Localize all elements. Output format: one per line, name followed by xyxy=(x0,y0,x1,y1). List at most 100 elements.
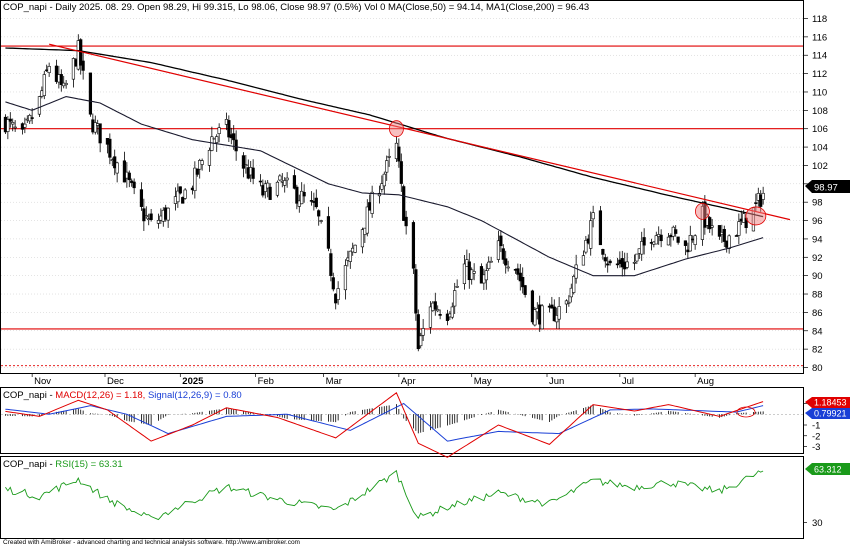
price-y-tick-label: 106 xyxy=(812,124,828,135)
candle-body xyxy=(331,277,335,290)
candle-body xyxy=(156,220,161,224)
candle-body xyxy=(608,260,612,264)
macd-y-tick-label: -3 xyxy=(812,442,820,453)
candle-body xyxy=(127,172,131,181)
price-y-tick-label: 114 xyxy=(812,51,827,62)
price-y-tick-label: 116 xyxy=(812,32,827,43)
candle-body xyxy=(734,235,739,237)
x-tick-label: 2025 xyxy=(182,376,204,387)
candle-body xyxy=(166,207,170,221)
candle-body xyxy=(397,146,401,162)
candle-body xyxy=(598,210,603,246)
candle-body xyxy=(132,181,136,189)
candle-body xyxy=(402,186,406,221)
signal-value-badge: 0.79921 xyxy=(805,408,850,419)
candle-body xyxy=(227,120,231,138)
candle-body xyxy=(523,285,527,295)
candle-body xyxy=(343,265,348,291)
price-y-tick-label: 98 xyxy=(812,198,823,209)
candle-body xyxy=(181,197,185,204)
candle-body xyxy=(428,306,433,328)
candle-body xyxy=(195,168,199,175)
candle-body xyxy=(470,269,474,280)
candle-body xyxy=(329,253,333,276)
candle-body xyxy=(436,309,440,312)
x-tick-label: Jun xyxy=(549,376,564,387)
price-y-tick-label: 108 xyxy=(812,106,828,117)
candle-body xyxy=(317,210,321,217)
macd-y-tick-label: -2 xyxy=(812,431,820,442)
candle-body xyxy=(615,263,620,266)
price-y-tick-label: 88 xyxy=(812,290,823,301)
candle-body xyxy=(574,264,578,279)
candle-body xyxy=(178,186,182,194)
candle-body xyxy=(674,229,678,234)
price-y-tick-label: 104 xyxy=(812,143,828,154)
candle-body xyxy=(295,186,299,204)
rsi-value-badge: 63.312 xyxy=(805,463,850,475)
candle-body xyxy=(59,74,63,85)
candle-body xyxy=(217,127,221,134)
x-tick-label: Apr xyxy=(401,376,416,387)
footer-credit: Created with AmiBroker - advanced charti… xyxy=(3,539,300,546)
candle-body xyxy=(453,290,457,307)
candle-body xyxy=(404,216,408,227)
candle-body xyxy=(382,173,386,187)
candle-body xyxy=(516,268,520,275)
candle-body xyxy=(37,96,42,115)
candle-body xyxy=(108,138,112,158)
candle-body xyxy=(504,258,508,266)
candle-body xyxy=(115,162,119,174)
macd-y-tick-label: -1 xyxy=(812,421,820,432)
candle-body xyxy=(419,335,423,347)
candle-body xyxy=(759,194,763,207)
candle-body xyxy=(215,136,219,143)
candle-body xyxy=(487,261,491,269)
candle-body xyxy=(625,261,629,268)
candle-body xyxy=(285,177,289,181)
price-y-tick-label: 110 xyxy=(812,87,827,98)
highlight-marker xyxy=(695,202,710,220)
candle-body xyxy=(71,58,76,80)
candle-body xyxy=(47,66,51,73)
ma50-line xyxy=(5,96,764,277)
candle-body xyxy=(309,200,314,202)
candle-body xyxy=(530,290,535,323)
price-candles xyxy=(3,34,765,352)
candle-body xyxy=(380,183,384,190)
candle-body xyxy=(13,126,17,129)
candle-body xyxy=(489,260,493,263)
candle-body xyxy=(710,225,714,228)
rsi-panel-frame xyxy=(0,456,804,539)
candle-body xyxy=(88,72,93,115)
candle-body xyxy=(370,191,374,214)
candle-body xyxy=(445,313,450,321)
price-y-tick-label: 112 xyxy=(812,69,827,80)
candle-body xyxy=(416,314,420,350)
candle-body xyxy=(326,216,331,249)
x-tick-label: Aug xyxy=(697,376,714,387)
rsi-line xyxy=(5,469,764,521)
price-y-tick-label: 80 xyxy=(812,363,823,374)
price-y-tick-label: 96 xyxy=(812,216,823,227)
price-y-tick-label: 84 xyxy=(812,326,823,337)
rsi-y-tick-label: 30 xyxy=(812,518,823,529)
macd-value-label: 1.18453 xyxy=(814,398,847,408)
candle-body xyxy=(462,263,467,285)
candle-body xyxy=(139,189,144,207)
macd-panel-title: COP_napi - MACD(12,26) = 1.18, Signal(12… xyxy=(3,390,242,401)
candle-body xyxy=(688,234,692,252)
candle-body xyxy=(642,237,646,246)
x-tick-label: Jul xyxy=(622,376,634,387)
candle-body xyxy=(8,118,12,122)
price-y-axis: 8082848688909294969810010210410610811011… xyxy=(803,14,828,374)
candle-body xyxy=(654,235,658,245)
x-tick-label: May xyxy=(474,376,492,387)
price-lines xyxy=(5,43,791,277)
candle-body xyxy=(336,288,340,300)
candle-body xyxy=(81,60,85,71)
rsi-series xyxy=(5,469,764,521)
candle-body xyxy=(241,155,246,169)
candle-body xyxy=(360,229,365,248)
